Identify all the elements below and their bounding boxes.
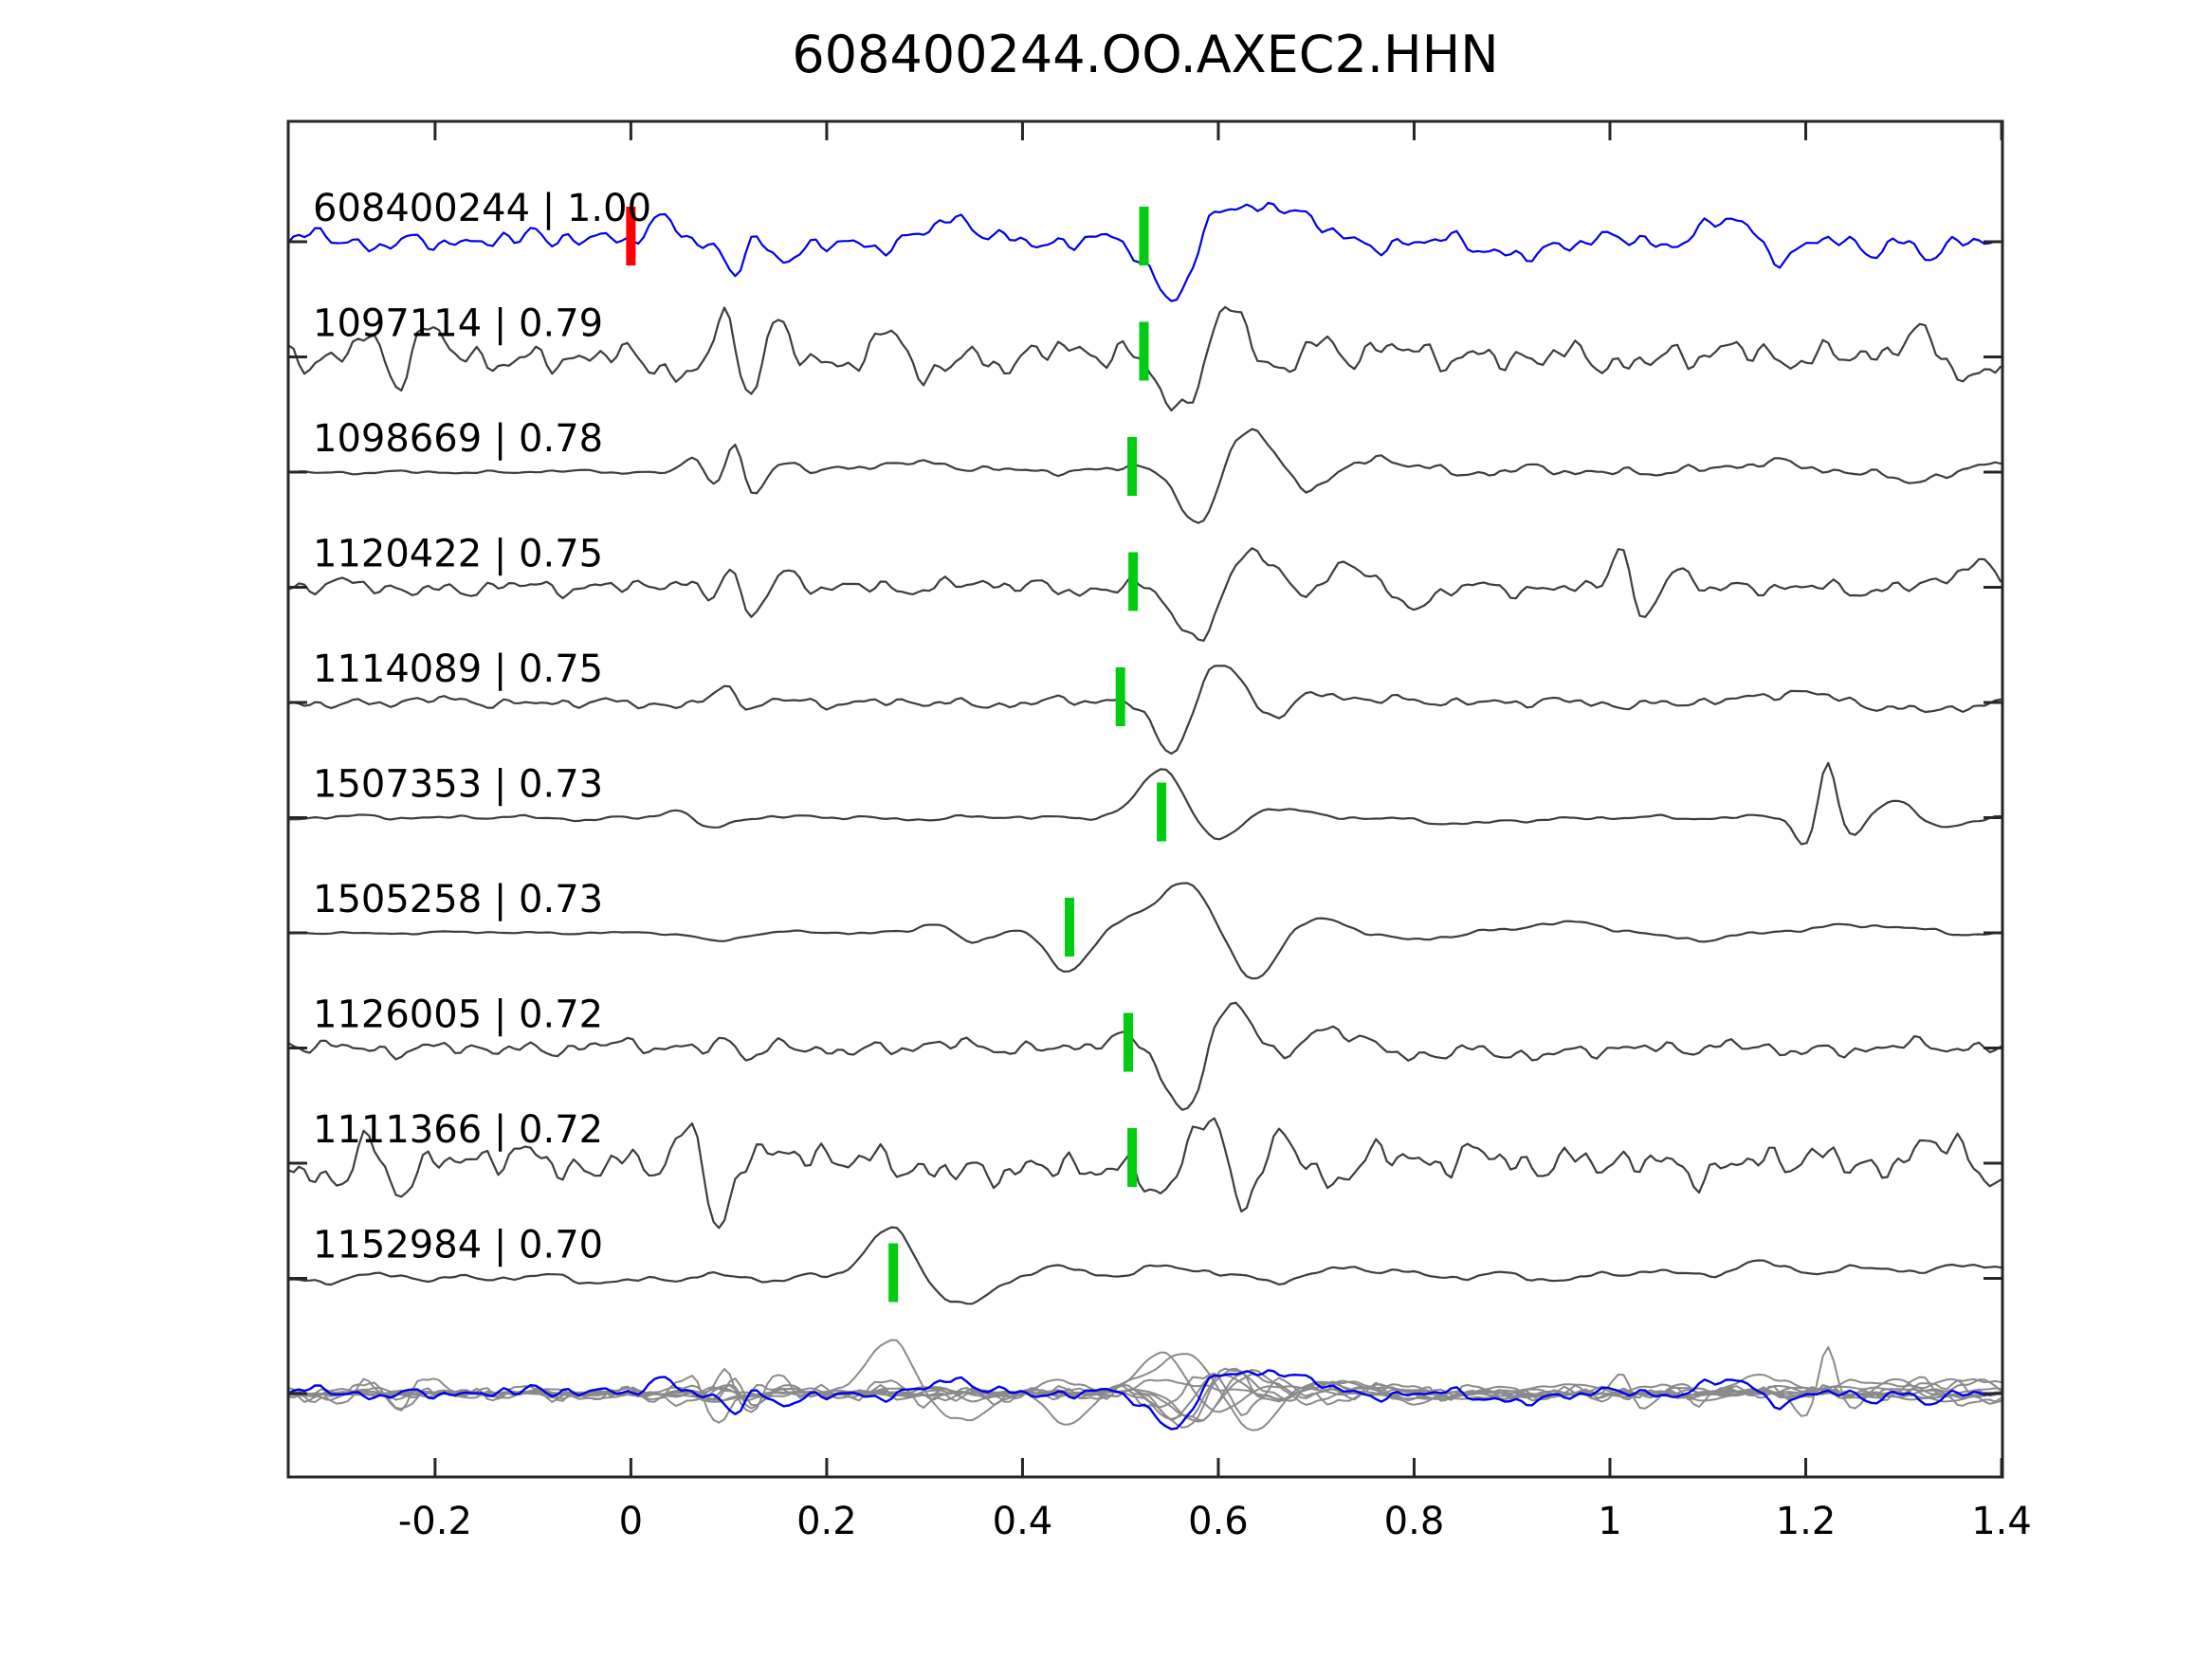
traces-group [288, 201, 2002, 1431]
waveform-trace-1152984 [288, 1226, 2002, 1305]
x-tick-label: 0.8 [1384, 1500, 1445, 1543]
x-tick-label: 1.4 [1971, 1500, 2032, 1543]
plot-frame [286, 119, 2004, 1479]
trace-label-1152984: 1152984 | 0.70 [313, 1224, 603, 1267]
pick-marker-1097114 [1139, 321, 1149, 381]
waveform-trace-1098669 [288, 428, 2002, 524]
pick-marker-1126005 [1123, 1012, 1133, 1072]
waveform-trace-1126005 [288, 1001, 2002, 1111]
trace-label-1114089: 1114089 | 0.75 [313, 647, 603, 691]
overlay-trace-1152984 [288, 1339, 2002, 1422]
trace-label-1505258: 1505258 | 0.73 [313, 878, 603, 921]
x-tick-label: 1 [1598, 1500, 1621, 1543]
x-tick-label: -0.2 [398, 1500, 472, 1543]
trace-label-608400244: 608400244 | 1.00 [313, 187, 651, 230]
trace-label-1111366: 1111366 | 0.72 [313, 1108, 603, 1152]
pick-marker-1098669 [1127, 437, 1138, 496]
pick-marker-1114089 [1115, 667, 1125, 726]
trace-label-1120422: 1120422 | 0.75 [313, 533, 603, 576]
overlay-trace-1505258 [288, 1353, 2002, 1431]
pick-markers-group [626, 207, 1167, 1303]
waveform-trace-1111366 [288, 1117, 2002, 1230]
waveform-trace-1114089 [288, 665, 2002, 756]
x-tick-label: 1.2 [1776, 1500, 1837, 1543]
waveform-trace-1120422 [288, 547, 2002, 642]
x-tick-label: 0.2 [796, 1500, 857, 1543]
x-tick-label: 0.4 [993, 1500, 1053, 1543]
waveform-trace-1507353 [288, 761, 2002, 846]
trace-labels-group: 608400244 | 1.00 1097114 | 0.79 1098669 | … [313, 187, 651, 1267]
trace-label-1126005: 1126005 | 0.72 [313, 994, 603, 1037]
x-tick-label: 0 [619, 1500, 643, 1543]
pick-marker-1505258 [1065, 898, 1075, 957]
overlay-template-trace-608400244 [288, 1369, 2002, 1431]
pick-marker-608400244 [1139, 207, 1149, 265]
pick-marker-1120422 [1128, 552, 1139, 611]
pick-marker-1507353 [1157, 782, 1167, 842]
trace-label-1097114: 1097114 | 0.79 [313, 302, 603, 346]
origin-marker-608400244 [626, 207, 636, 265]
x-tick-labels-group: -0.2 0 0.2 0.4 0.6 0.8 1 1.2 1.4 [398, 1500, 2032, 1543]
pick-marker-1111366 [1127, 1128, 1138, 1187]
plot-title: 608400244.OO.AXEC2.HHN [792, 25, 1498, 84]
trace-label-1098669: 1098669 | 0.78 [313, 417, 603, 461]
waveform-trace-1505258 [288, 882, 2002, 980]
trace-label-1507353: 1507353 | 0.73 [313, 763, 603, 807]
x-tick-label: 0.6 [1188, 1500, 1249, 1543]
pick-marker-1152984 [888, 1243, 899, 1303]
